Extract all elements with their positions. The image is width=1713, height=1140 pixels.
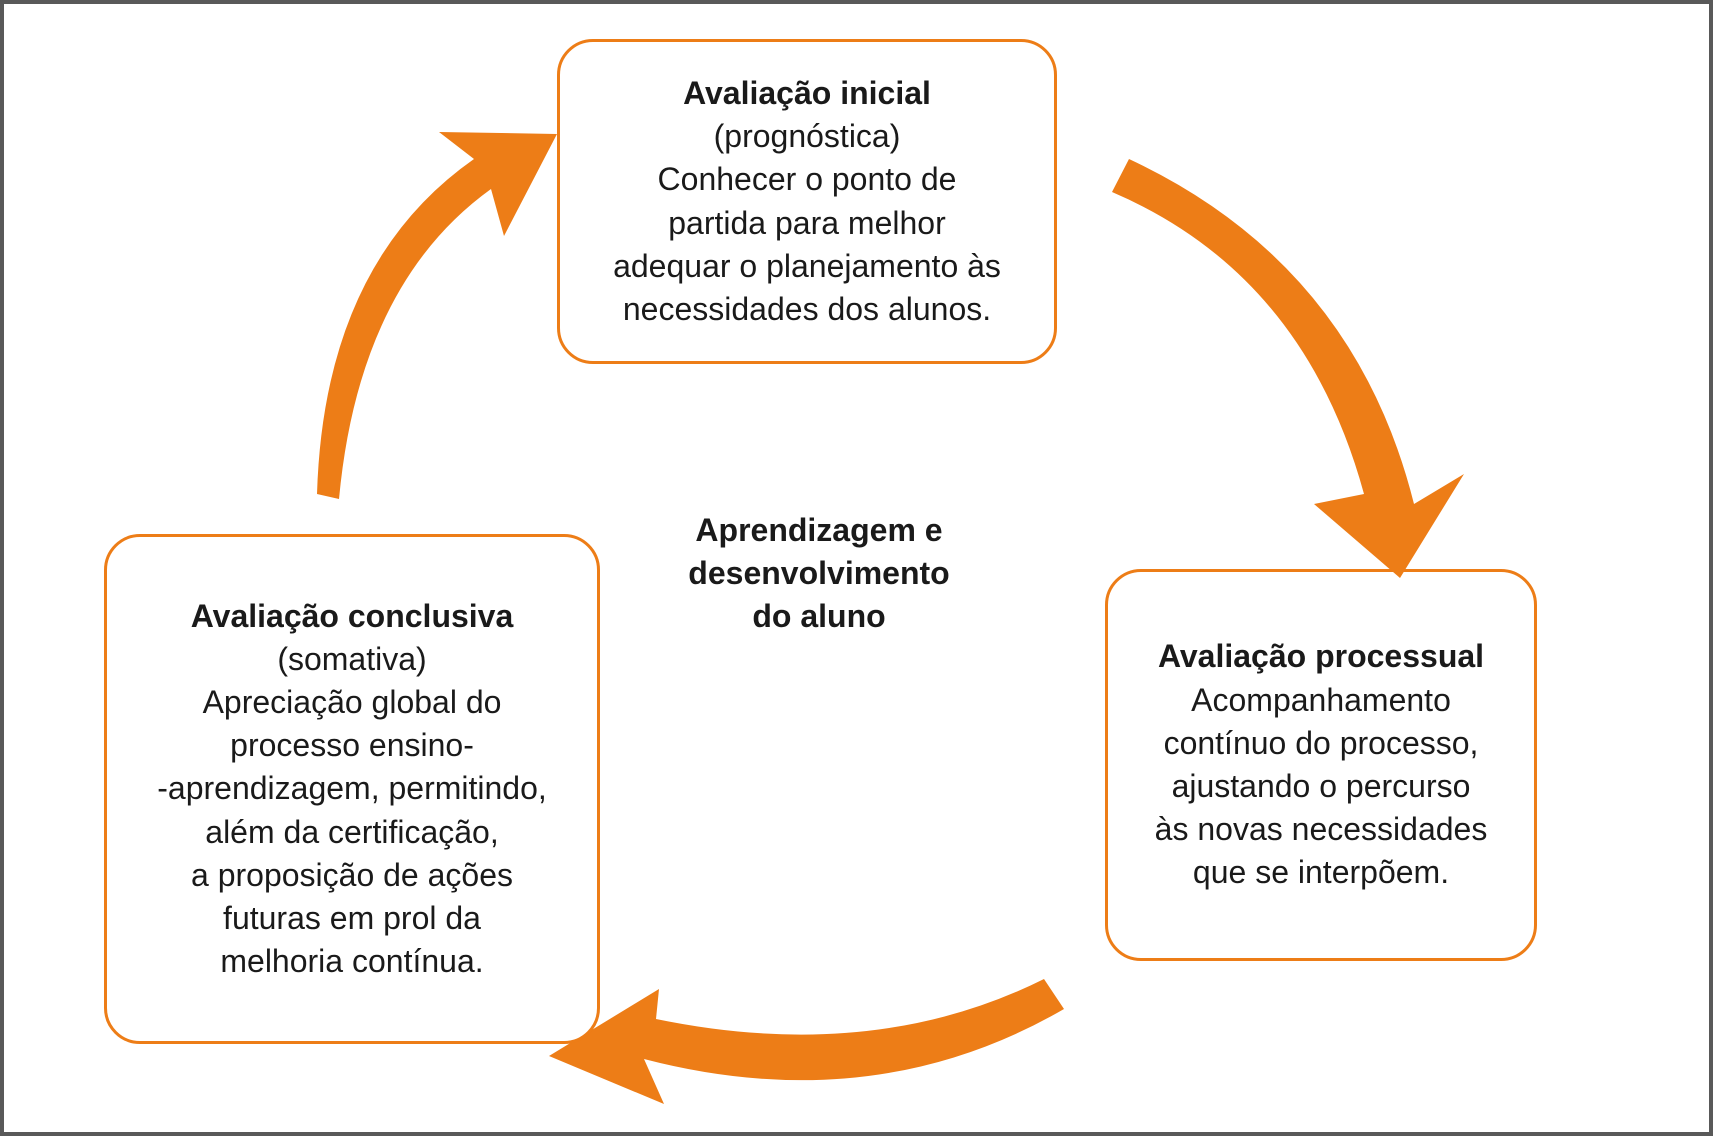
node-title: Avaliação conclusiva — [191, 595, 514, 638]
node-body-line: contínuo do processo, — [1164, 722, 1479, 765]
center-line-1: Aprendizagem e — [629, 509, 1009, 552]
cycle-arrow-left-to-top — [317, 132, 557, 499]
node-body-line: Conhecer o ponto de — [658, 158, 957, 201]
node-body-line: -aprendizagem, permitindo, — [157, 767, 547, 810]
node-title: Avaliação inicial — [683, 72, 931, 115]
cycle-arrow-top-to-right — [1112, 159, 1464, 578]
node-body-line: que se interpõem. — [1193, 851, 1449, 894]
node-subtitle: (prognóstica) — [714, 115, 901, 158]
node-body-line: adequar o planejamento às — [613, 245, 1001, 288]
node-body-line: melhoria contínua. — [220, 940, 483, 983]
node-title: Avaliação processual — [1158, 635, 1484, 678]
node-avaliacao-processual: Avaliação processual Acompanhamento cont… — [1105, 569, 1537, 961]
node-body-line: Acompanhamento — [1191, 679, 1451, 722]
node-body-line: processo ensino- — [230, 724, 474, 767]
node-body-line: partida para melhor — [668, 202, 945, 245]
node-body-line: além da certificação, — [205, 811, 498, 854]
node-body-line: a proposição de ações — [191, 854, 513, 897]
center-line-3: do aluno — [629, 595, 1009, 638]
node-body-line: necessidades dos alunos. — [623, 288, 991, 331]
node-body-line: Apreciação global do — [203, 681, 502, 724]
node-subtitle: (somativa) — [277, 638, 426, 681]
center-line-2: desenvolvimento — [629, 552, 1009, 595]
node-avaliacao-conclusiva: Avaliação conclusiva (somativa) Apreciaç… — [104, 534, 600, 1044]
center-label: Aprendizagem e desenvolvimento do aluno — [629, 509, 1009, 639]
node-avaliacao-inicial: Avaliação inicial (prognóstica) Conhecer… — [557, 39, 1057, 364]
node-body-line: ajustando o percurso — [1172, 765, 1471, 808]
node-body-line: às novas necessidades — [1155, 808, 1488, 851]
node-body-line: futuras em prol da — [223, 897, 481, 940]
cycle-arrow-right-to-left — [549, 979, 1064, 1104]
diagram-frame: Aprendizagem e desenvolvimento do aluno … — [0, 0, 1713, 1136]
